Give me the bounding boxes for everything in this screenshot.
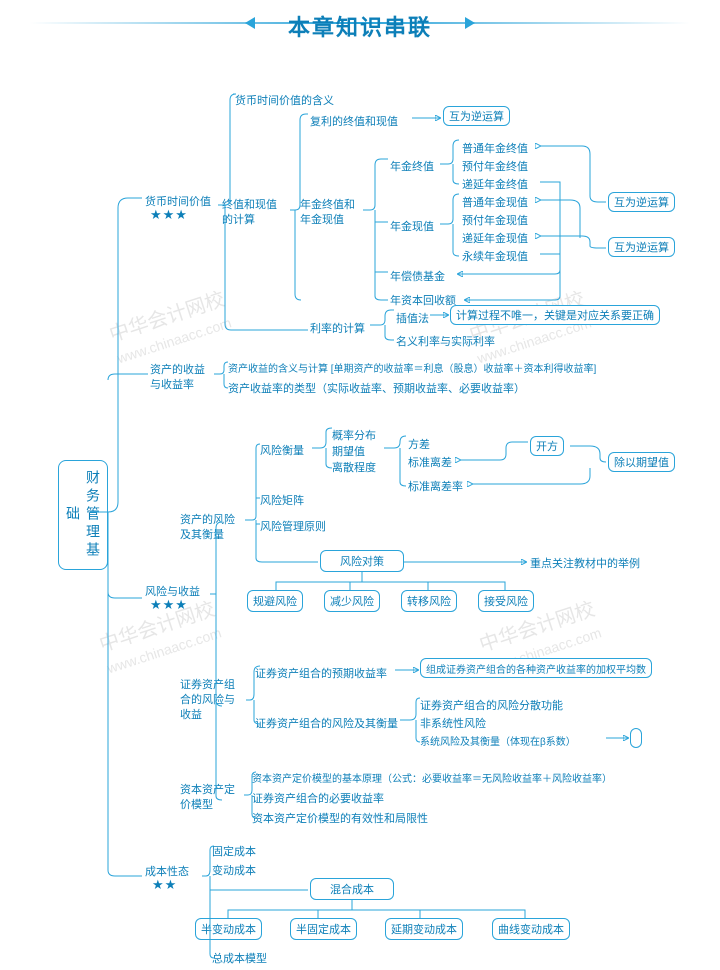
- box: 互为逆运算: [443, 106, 510, 126]
- watermark: 中华会计网校www.chinaacc.com: [105, 283, 235, 370]
- diagram-canvas: { "meta":{"width":720,"height":970,"acce…: [0, 0, 720, 970]
- leaf: 资产收益的含义与计算 [单期资产的收益率＝利息（股息）收益率＋资本利得收益率]: [228, 360, 596, 375]
- box: 组成证券资产组合的各种资产收益率的加权平均数: [420, 658, 652, 678]
- box: 转移风险: [401, 590, 457, 612]
- leaf: 终值和现值的计算: [222, 198, 282, 228]
- leaf: 风险矩阵: [260, 492, 304, 508]
- box: 减少风险: [324, 590, 380, 612]
- leaf: 递延年金现值: [462, 230, 528, 246]
- leaf: 非系统性风险: [420, 715, 486, 731]
- leaf: 年资本回收额: [390, 292, 456, 308]
- box: 曲线变动成本: [492, 918, 570, 940]
- box: 混合成本: [310, 878, 394, 900]
- leaf: 永续年金现值: [462, 248, 528, 264]
- leaf: 标准离差: [408, 454, 452, 470]
- box: 开方: [530, 436, 564, 456]
- box: 规避风险: [247, 590, 303, 612]
- leaf: 年金终值: [390, 158, 434, 174]
- leaf: 递延年金终值: [462, 176, 528, 192]
- leaf: 系统风险及其衡量（体现在β系数）: [420, 733, 576, 748]
- box: 延期变动成本: [385, 918, 463, 940]
- leaf: 概率分布: [332, 427, 376, 443]
- box: 互为逆运算: [608, 192, 675, 212]
- leaf: 离散程度: [332, 459, 376, 475]
- leaf: 风险衡量: [260, 442, 304, 458]
- box: 计算过程不唯一，关键是对应关系要正确: [450, 305, 660, 325]
- leaf: 资产收益率的类型（实际收益率、预期收益率、必要收益率）: [228, 380, 525, 396]
- leaf: 标准离差率: [408, 478, 463, 494]
- leaf: 名义利率与实际利率: [396, 333, 495, 349]
- leaf: 期望值: [332, 443, 365, 459]
- leaf: 重点关注教材中的举例: [530, 555, 640, 571]
- leaf: 证券资产组合的风险分散功能: [420, 697, 563, 713]
- leaf: 资产的风险及其衡量: [180, 513, 240, 543]
- box: 半固定成本: [290, 918, 357, 940]
- leaf: 资产的收益与收益率: [150, 363, 210, 393]
- box: 互为逆运算: [608, 237, 675, 257]
- leaf: 预付年金终值: [462, 158, 528, 174]
- leaf: 预付年金现值: [462, 212, 528, 228]
- watermark: 中华会计网校www.chinaacc.com: [465, 283, 595, 370]
- box: 接受风险: [478, 590, 534, 612]
- leaf: 变动成本: [212, 862, 256, 878]
- branch-stars: ★★★: [150, 207, 188, 223]
- leaf: 证券资产组合的风险与收益: [180, 678, 240, 723]
- leaf: 风险管理原则: [260, 518, 326, 534]
- box: [630, 728, 642, 748]
- box: 风险对策: [320, 550, 404, 572]
- leaf: 固定成本: [212, 843, 256, 859]
- leaf: 资本资产定价模型的基本原理（公式：必要收益率＝无风险收益率＋风险收益率）: [252, 770, 612, 785]
- leaf: 货币时间价值的含义: [235, 92, 334, 108]
- leaf: 总成本模型: [212, 950, 267, 966]
- leaf: 证券资产组合的风险及其衡量: [255, 715, 398, 731]
- root-node: 财务管理基础: [58, 460, 108, 570]
- page-title: 本章知识串联: [0, 10, 720, 42]
- leaf: 证券资产组合的必要收益率: [252, 790, 384, 806]
- branch-stars: ★★★: [150, 597, 188, 613]
- leaf: 年偿债基金: [390, 268, 445, 284]
- box: 除以期望值: [608, 452, 675, 472]
- title-arrow-right: [465, 17, 475, 29]
- leaf: 利率的计算: [310, 320, 365, 336]
- branch-stars: ★★: [152, 877, 177, 893]
- leaf: 插值法: [396, 310, 429, 326]
- leaf: 普通年金现值: [462, 194, 528, 210]
- leaf: 年金现值: [390, 218, 434, 234]
- leaf: 资本资产定价模型的有效性和局限性: [252, 810, 428, 826]
- leaf: 复利的终值和现值: [310, 113, 398, 129]
- leaf: 资本资产定价模型: [180, 783, 240, 813]
- leaf: 普通年金终值: [462, 140, 528, 156]
- leaf: 年金终值和年金现值: [300, 198, 360, 228]
- leaf: 证券资产组合的预期收益率: [255, 665, 387, 681]
- title-arrow-left: [245, 17, 255, 29]
- box: 半变动成本: [195, 918, 262, 940]
- leaf: 方差: [408, 436, 430, 452]
